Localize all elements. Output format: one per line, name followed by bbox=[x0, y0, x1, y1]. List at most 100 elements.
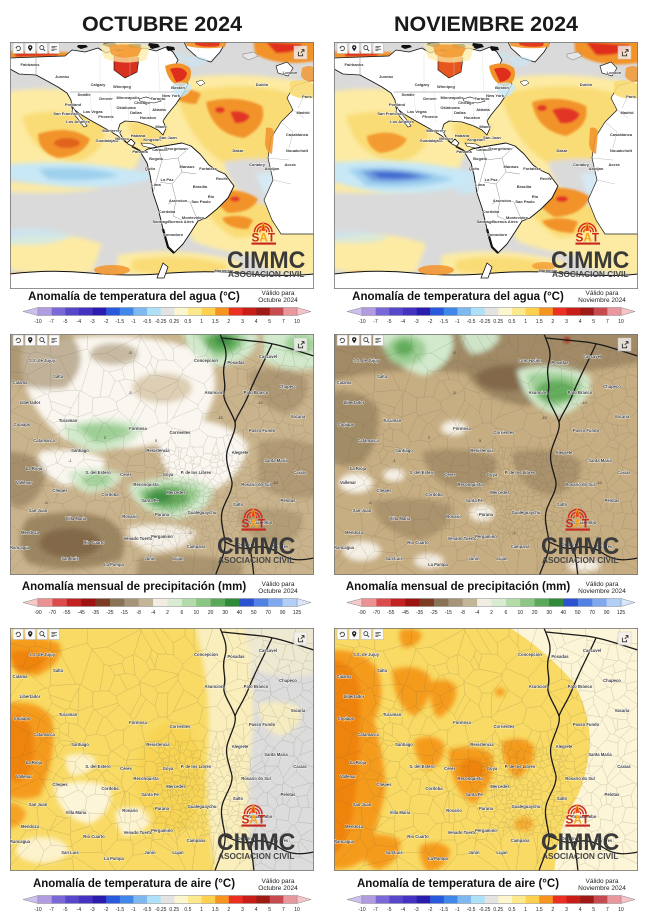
svg-text:Vacaria: Vacaria bbox=[615, 414, 630, 419]
svg-text:50: 50 bbox=[251, 610, 257, 616]
svg-text:Fortaleza: Fortaleza bbox=[199, 166, 217, 171]
svg-text:Gualeguaychu: Gualeguaychu bbox=[512, 510, 541, 515]
svg-text:Santa Fe: Santa Fe bbox=[141, 792, 159, 797]
svg-text:-10: -10 bbox=[257, 401, 263, 405]
svg-text:-15: -15 bbox=[445, 610, 452, 616]
svg-text:SAT: SAT bbox=[565, 814, 589, 827]
svg-text:Asuncion: Asuncion bbox=[204, 390, 224, 395]
svg-text:Libertador: Libertador bbox=[20, 694, 41, 699]
svg-text:Lujan: Lujan bbox=[172, 556, 184, 561]
svg-text:Lima: Lima bbox=[475, 182, 485, 187]
svg-text:San Francisco: San Francisco bbox=[53, 111, 81, 116]
svg-text:Goya: Goya bbox=[487, 472, 498, 477]
svg-text:Chepes: Chepes bbox=[376, 488, 392, 493]
svg-text:Sao Paulo: Sao Paulo bbox=[515, 199, 535, 204]
svg-text:-1: -1 bbox=[131, 319, 136, 325]
svg-text:0.5: 0.5 bbox=[184, 907, 191, 913]
svg-text:Mercedes: Mercedes bbox=[166, 784, 186, 789]
svg-text:Rosario do Sul: Rosario do Sul bbox=[565, 482, 595, 487]
svg-text:Kingston: Kingston bbox=[143, 137, 161, 142]
svg-text:Concepcion: Concepcion bbox=[518, 358, 542, 363]
svg-text:Asuncion: Asuncion bbox=[493, 198, 512, 203]
svg-text:30: 30 bbox=[546, 610, 552, 616]
svg-text:Winnipeg: Winnipeg bbox=[113, 84, 132, 89]
svg-text:Salta: Salta bbox=[377, 374, 388, 379]
svg-text:Quito: Quito bbox=[145, 166, 156, 171]
svg-text:-1.5: -1.5 bbox=[439, 907, 448, 913]
svg-text:Junin: Junin bbox=[468, 556, 480, 561]
svg-text:-45: -45 bbox=[78, 610, 85, 616]
svg-text:10: 10 bbox=[294, 907, 300, 913]
svg-text:1.5: 1.5 bbox=[536, 319, 543, 325]
svg-text:-1.5: -1.5 bbox=[115, 319, 124, 325]
svg-text:La Paz: La Paz bbox=[485, 177, 498, 182]
svg-text:San Juan: San Juan bbox=[29, 802, 48, 807]
svg-text:Cordoba: Cordoba bbox=[101, 492, 119, 497]
svg-text:20: 20 bbox=[208, 610, 214, 616]
svg-text:125: 125 bbox=[293, 610, 302, 616]
svg-text:2: 2 bbox=[551, 319, 554, 325]
svg-text:40: 40 bbox=[237, 610, 243, 616]
svg-text:Guadalajara: Guadalajara bbox=[420, 138, 444, 143]
svg-text:Pato Branco: Pato Branco bbox=[244, 390, 269, 395]
svg-text:Salta: Salta bbox=[53, 374, 64, 379]
svg-text:Minneapolis: Minneapolis bbox=[440, 95, 464, 100]
svg-text:Minneapolis: Minneapolis bbox=[116, 95, 140, 100]
svg-text:Houston: Houston bbox=[464, 115, 481, 120]
svg-text:Asuncion: Asuncion bbox=[169, 198, 188, 203]
svg-text:Boston: Boston bbox=[495, 85, 509, 90]
svg-text:San Juan: San Juan bbox=[353, 802, 372, 807]
svg-text:Goya: Goya bbox=[163, 472, 174, 477]
svg-text:Junin: Junin bbox=[144, 556, 156, 561]
svg-text:-10: -10 bbox=[358, 319, 365, 325]
svg-text:Cascavel: Cascavel bbox=[259, 648, 277, 653]
svg-text:Corrientes: Corrientes bbox=[494, 430, 516, 435]
svg-text:Reconquista: Reconquista bbox=[133, 776, 159, 781]
svg-text:SAT: SAT bbox=[575, 232, 599, 245]
svg-text:London: London bbox=[607, 70, 622, 75]
svg-text:ASOCIACION CIVIL: ASOCIACION CIVIL bbox=[218, 556, 295, 565]
svg-text:Reconquista: Reconquista bbox=[133, 482, 159, 487]
svg-text:Toronto: Toronto bbox=[475, 96, 490, 101]
svg-text:T. y Tres: T. y Tres bbox=[596, 838, 613, 843]
svg-text:0.5: 0.5 bbox=[508, 319, 515, 325]
svg-text:-0.25: -0.25 bbox=[479, 907, 491, 913]
svg-text:-8: -8 bbox=[460, 610, 465, 616]
svg-text:ASOCIACION CIVIL: ASOCIACION CIVIL bbox=[542, 556, 619, 565]
svg-text:-7: -7 bbox=[49, 907, 54, 913]
svg-text:Parana: Parana bbox=[479, 806, 494, 811]
svg-text:Passo Fundo: Passo Fundo bbox=[249, 428, 276, 433]
svg-text:Durazno: Durazno bbox=[238, 836, 255, 841]
svg-text:Cordoba: Cordoba bbox=[159, 209, 176, 214]
svg-text:Dublin: Dublin bbox=[256, 82, 269, 87]
svg-text:-4: -4 bbox=[475, 610, 480, 616]
svg-text:Asuncion: Asuncion bbox=[528, 684, 548, 689]
svg-text:-1: -1 bbox=[455, 319, 460, 325]
svg-text:Calama: Calama bbox=[337, 380, 353, 385]
svg-text:Cordoba: Cordoba bbox=[101, 786, 119, 791]
svg-text:La Pampa: La Pampa bbox=[104, 562, 124, 567]
svg-text:-90: -90 bbox=[358, 610, 365, 616]
svg-text:Panama: Panama bbox=[456, 149, 472, 154]
svg-text:-55: -55 bbox=[387, 610, 394, 616]
svg-text:-1: -1 bbox=[131, 907, 136, 913]
svg-text:Monterrey: Monterrey bbox=[426, 128, 446, 133]
svg-text:Formosa: Formosa bbox=[129, 720, 147, 725]
svg-text:Pelotas: Pelotas bbox=[605, 498, 621, 503]
svg-text:La Pampa: La Pampa bbox=[104, 856, 124, 861]
svg-text:Lujan: Lujan bbox=[496, 850, 508, 855]
svg-text:Phoenix: Phoenix bbox=[98, 114, 114, 119]
svg-text:-4: -4 bbox=[151, 610, 156, 616]
svg-text:Cascavel: Cascavel bbox=[583, 354, 601, 359]
svg-text:ASOCIACION CIVIL: ASOCIACION CIVIL bbox=[542, 852, 619, 861]
svg-text:Parana: Parana bbox=[155, 806, 170, 811]
svg-text:ASOCIACION CIVIL: ASOCIACION CIVIL bbox=[228, 270, 305, 279]
svg-text:Chapeco: Chapeco bbox=[279, 384, 297, 389]
svg-text:Abidjan: Abidjan bbox=[589, 166, 604, 171]
svg-text:Chapeco: Chapeco bbox=[603, 678, 621, 683]
svg-text:10: 10 bbox=[294, 319, 300, 325]
svg-text:CIMMC: CIMMC bbox=[217, 829, 296, 856]
svg-text:Cordoba: Cordoba bbox=[425, 492, 443, 497]
svg-text:Calama: Calama bbox=[337, 674, 353, 679]
svg-text:Passo Fundo: Passo Fundo bbox=[573, 428, 600, 433]
